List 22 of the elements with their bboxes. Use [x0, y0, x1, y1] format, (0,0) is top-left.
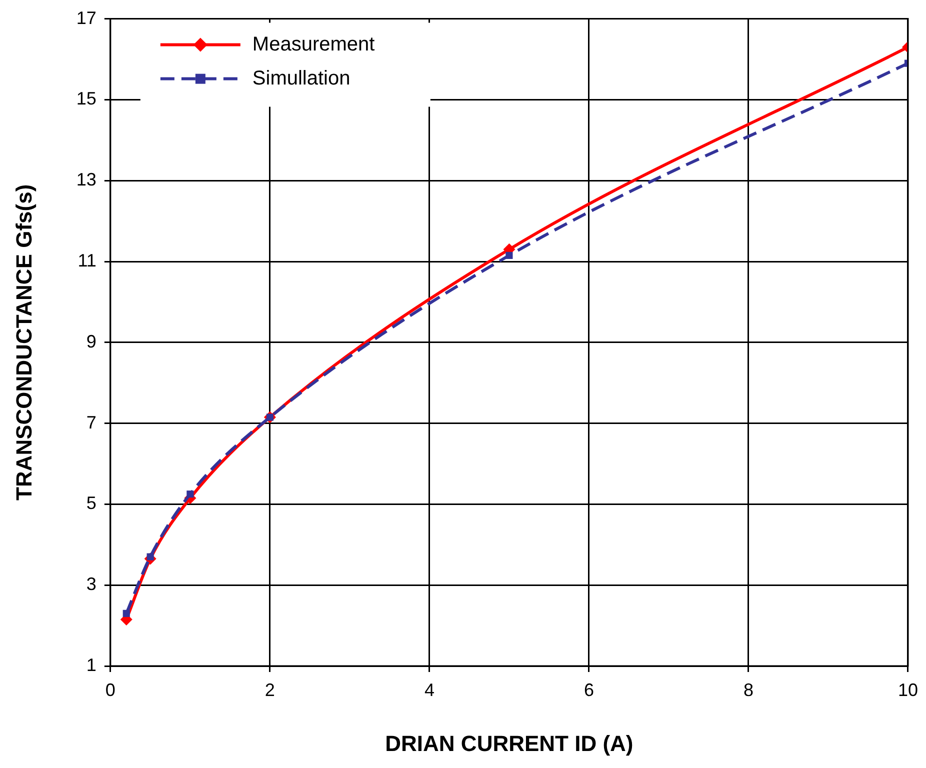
y-tick-label: 17: [76, 8, 96, 28]
x-axis-title: DRIAN CURRENT ID (A): [385, 730, 634, 756]
point: [186, 490, 194, 498]
y-tick-label: 13: [76, 170, 96, 190]
x-tick-label: 6: [584, 680, 594, 700]
y-tick-label: 15: [76, 88, 96, 109]
x-tick-label: 2: [264, 680, 275, 700]
x-tick-label: 0: [105, 680, 116, 700]
legend-label: Measurement: [252, 33, 376, 56]
y-tick-label: 7: [86, 412, 96, 432]
y-tick-label: 5: [86, 493, 96, 514]
y-tick-label: 11: [78, 250, 96, 270]
legend-label: Simullation: [252, 67, 350, 90]
point: [122, 610, 130, 617]
x-tick-label: 4: [424, 680, 434, 700]
x-tick-label: 8: [743, 680, 754, 700]
y-tick-label: 3: [86, 574, 96, 594]
x-tick-label: 10: [898, 680, 918, 700]
y-axis-title: TRANSCONDUCTANCE Gfs(s): [11, 184, 36, 500]
y-tick-label: 9: [86, 331, 96, 352]
y-tick-label: 1: [86, 654, 96, 675]
point: [506, 252, 513, 259]
